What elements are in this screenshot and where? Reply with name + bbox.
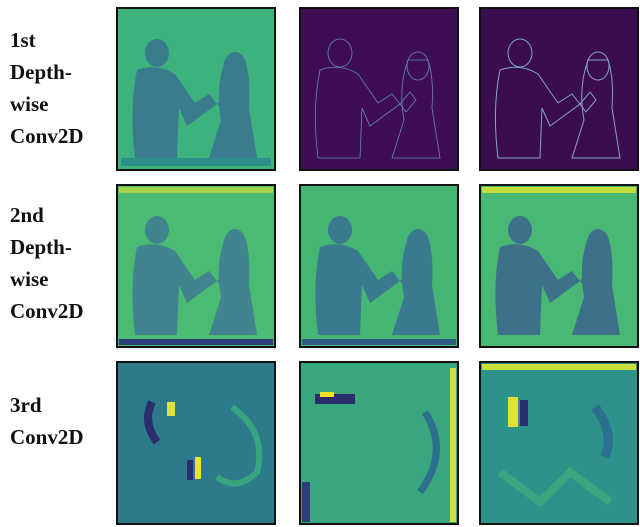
map — [117, 8, 275, 170]
figure: 1st Depth- wise Conv2D 2nd Depth- wise C… — [0, 0, 640, 527]
label-line: Depth- — [10, 56, 84, 88]
label-line: 3rd — [10, 389, 84, 421]
label-line: wise — [10, 263, 84, 295]
map — [300, 362, 458, 524]
map — [300, 8, 458, 170]
label-line: 2nd — [10, 199, 84, 231]
label-line: Depth- — [10, 231, 84, 263]
label-line: Conv2D — [10, 421, 84, 453]
row-label: 3rd Conv2D — [10, 389, 84, 453]
feature-maps — [0, 0, 640, 527]
label-line: 1st — [10, 24, 84, 56]
label-line: Conv2D — [10, 120, 84, 152]
map — [117, 185, 275, 347]
label-line: Conv2D — [10, 295, 84, 327]
map — [480, 362, 638, 524]
map — [480, 8, 638, 170]
map — [300, 185, 458, 347]
label-line: wise — [10, 88, 84, 120]
map — [480, 185, 638, 347]
row-label: 1st Depth- wise Conv2D — [10, 24, 84, 152]
map — [117, 362, 275, 524]
row-label: 2nd Depth- wise Conv2D — [10, 199, 84, 327]
